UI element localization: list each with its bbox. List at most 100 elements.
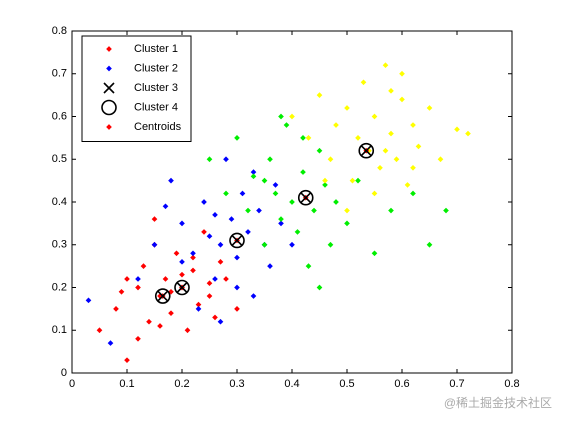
point (294, 229, 301, 235)
point (327, 241, 334, 248)
point (184, 327, 191, 334)
point (388, 130, 394, 137)
x-tick-label: 0.1 (119, 378, 134, 390)
point (250, 169, 257, 175)
point (316, 284, 323, 291)
y-tick-label: 0.1 (52, 324, 67, 336)
point (146, 318, 152, 325)
point (371, 113, 378, 120)
point (327, 156, 334, 163)
x-tick-label: 0.7 (449, 378, 464, 390)
point (454, 126, 460, 133)
point (437, 156, 444, 163)
point (179, 220, 185, 227)
point (316, 147, 323, 154)
point (135, 335, 141, 342)
point (206, 293, 213, 299)
point (267, 263, 273, 269)
point (151, 216, 158, 222)
point-x (360, 145, 372, 157)
y-tick-label: 0.7 (52, 68, 67, 80)
point (344, 207, 350, 214)
point (443, 207, 449, 214)
point (267, 156, 273, 163)
point-x (231, 234, 243, 247)
point (289, 199, 295, 205)
y-tick-label: 0.6 (52, 110, 67, 122)
point (212, 276, 218, 282)
point (289, 241, 295, 248)
legend-label: Cluster 4 (134, 101, 178, 113)
point (217, 259, 224, 265)
point (371, 190, 378, 197)
point (333, 122, 339, 128)
point (388, 207, 394, 214)
y-tick-label: 0.5 (52, 153, 67, 165)
point (388, 88, 394, 94)
point (355, 135, 361, 141)
point (360, 79, 367, 86)
point (465, 130, 471, 137)
point-x (300, 192, 312, 204)
point (393, 156, 400, 163)
point (162, 203, 169, 210)
legend-label: Cluster 1 (134, 43, 178, 55)
point (179, 271, 185, 278)
point (250, 173, 257, 180)
point (399, 96, 405, 103)
point-circle (297, 189, 314, 206)
point (168, 310, 174, 316)
point (151, 241, 158, 248)
point (278, 220, 284, 227)
point (300, 135, 306, 141)
point (168, 177, 174, 184)
point (201, 199, 207, 205)
point (426, 105, 433, 111)
point (426, 241, 433, 248)
legend-marker (106, 65, 112, 72)
point (162, 276, 169, 282)
point (228, 216, 235, 222)
point (305, 135, 312, 141)
point (217, 318, 224, 325)
point (283, 122, 290, 128)
x-tick-label: 0.8 (504, 378, 519, 390)
point-circle (229, 232, 245, 249)
point (278, 113, 284, 120)
point (382, 147, 389, 154)
point (190, 250, 196, 257)
x-tick-label: 0.5 (339, 378, 354, 390)
point (234, 284, 240, 291)
point (223, 190, 229, 197)
point (217, 241, 224, 248)
point (344, 220, 350, 227)
point (118, 288, 125, 295)
point (124, 357, 130, 364)
y-tick-label: 0.2 (52, 281, 67, 293)
point (261, 241, 268, 248)
point (278, 216, 284, 222)
point (135, 276, 141, 282)
point (223, 276, 229, 282)
point (206, 156, 213, 163)
point (195, 306, 202, 312)
point (410, 122, 416, 128)
point (140, 263, 147, 269)
point (239, 190, 246, 197)
point (305, 263, 312, 269)
point (272, 190, 279, 197)
point (157, 323, 163, 329)
point (85, 297, 92, 304)
point (195, 301, 202, 308)
y-tick-label: 0.3 (52, 239, 67, 251)
x-tick-label: 0.3 (229, 378, 244, 390)
point (322, 177, 328, 184)
x-tick-label: 0.2 (174, 378, 189, 390)
point-circle (174, 279, 190, 296)
point-circle (358, 142, 375, 159)
point (272, 182, 279, 188)
point-x (176, 281, 188, 294)
point (261, 177, 268, 184)
point (135, 284, 141, 291)
point (245, 229, 251, 235)
